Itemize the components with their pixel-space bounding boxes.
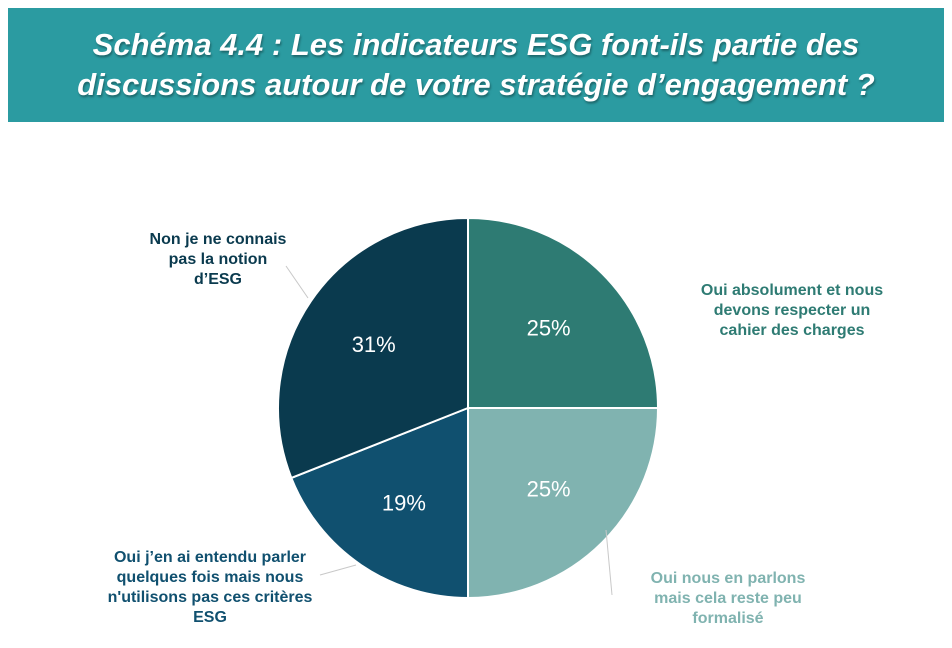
slice-category-label-line: devons respecter un: [714, 302, 871, 319]
slice-category-label-4: Non je ne connais pas la notion d’ESG: [150, 231, 287, 288]
slice-value-label-1: 25%: [527, 315, 571, 340]
pie-slice-3: [290, 406, 469, 600]
pie-slice-4: [277, 216, 469, 480]
pie-slice-1: [467, 216, 660, 409]
slice-category-label-line: Oui nous en parlons: [651, 570, 806, 587]
slice-category-label-line: formalisé: [692, 610, 763, 627]
slice-category-label-1: Oui absolument et nous devons respecter u…: [701, 282, 883, 339]
slice-value-label-4: 31%: [352, 332, 396, 357]
slice-category-label-line: n'utilisons pas ces critères: [108, 589, 313, 606]
slice-category-label-3: Oui j’en ai entendu parler quelques fois …: [108, 549, 313, 626]
slice-category-label-line: Non je ne connais: [150, 231, 287, 248]
slice-category-label-line: d’ESG: [194, 271, 242, 288]
chart-title-line-1: Schéma 4.4 : Les indicateurs ESG font-il…: [92, 27, 860, 62]
pie-slice-2: [467, 407, 660, 600]
slice-category-label-line: Oui j’en ai entendu parler: [114, 549, 306, 566]
slice-category-label-line: cahier des charges: [720, 322, 865, 339]
chart-title-line-2: discussions autour de votre stratégie d’…: [77, 67, 875, 102]
leader-line-2: [605, 529, 613, 596]
slice-category-label-2: Oui nous en parlons mais cela reste peu fo…: [651, 570, 806, 627]
leader-line-4: [285, 265, 309, 299]
slice-category-label-line: ESG: [193, 609, 227, 626]
slice-category-label-line: quelques fois mais nous: [117, 569, 304, 586]
slice-category-label-line: mais cela reste peu: [654, 590, 802, 607]
slice-value-label-2: 25%: [527, 477, 571, 502]
slice-value-label-3: 19%: [382, 490, 426, 515]
leader-line-3: [319, 564, 357, 576]
slice-category-label-line: pas la notion: [169, 251, 268, 268]
slice-category-label-line: Oui absolument et nous: [701, 282, 883, 299]
title-banner: Schéma 4.4 : Les indicateurs ESG font-il…: [8, 8, 944, 122]
